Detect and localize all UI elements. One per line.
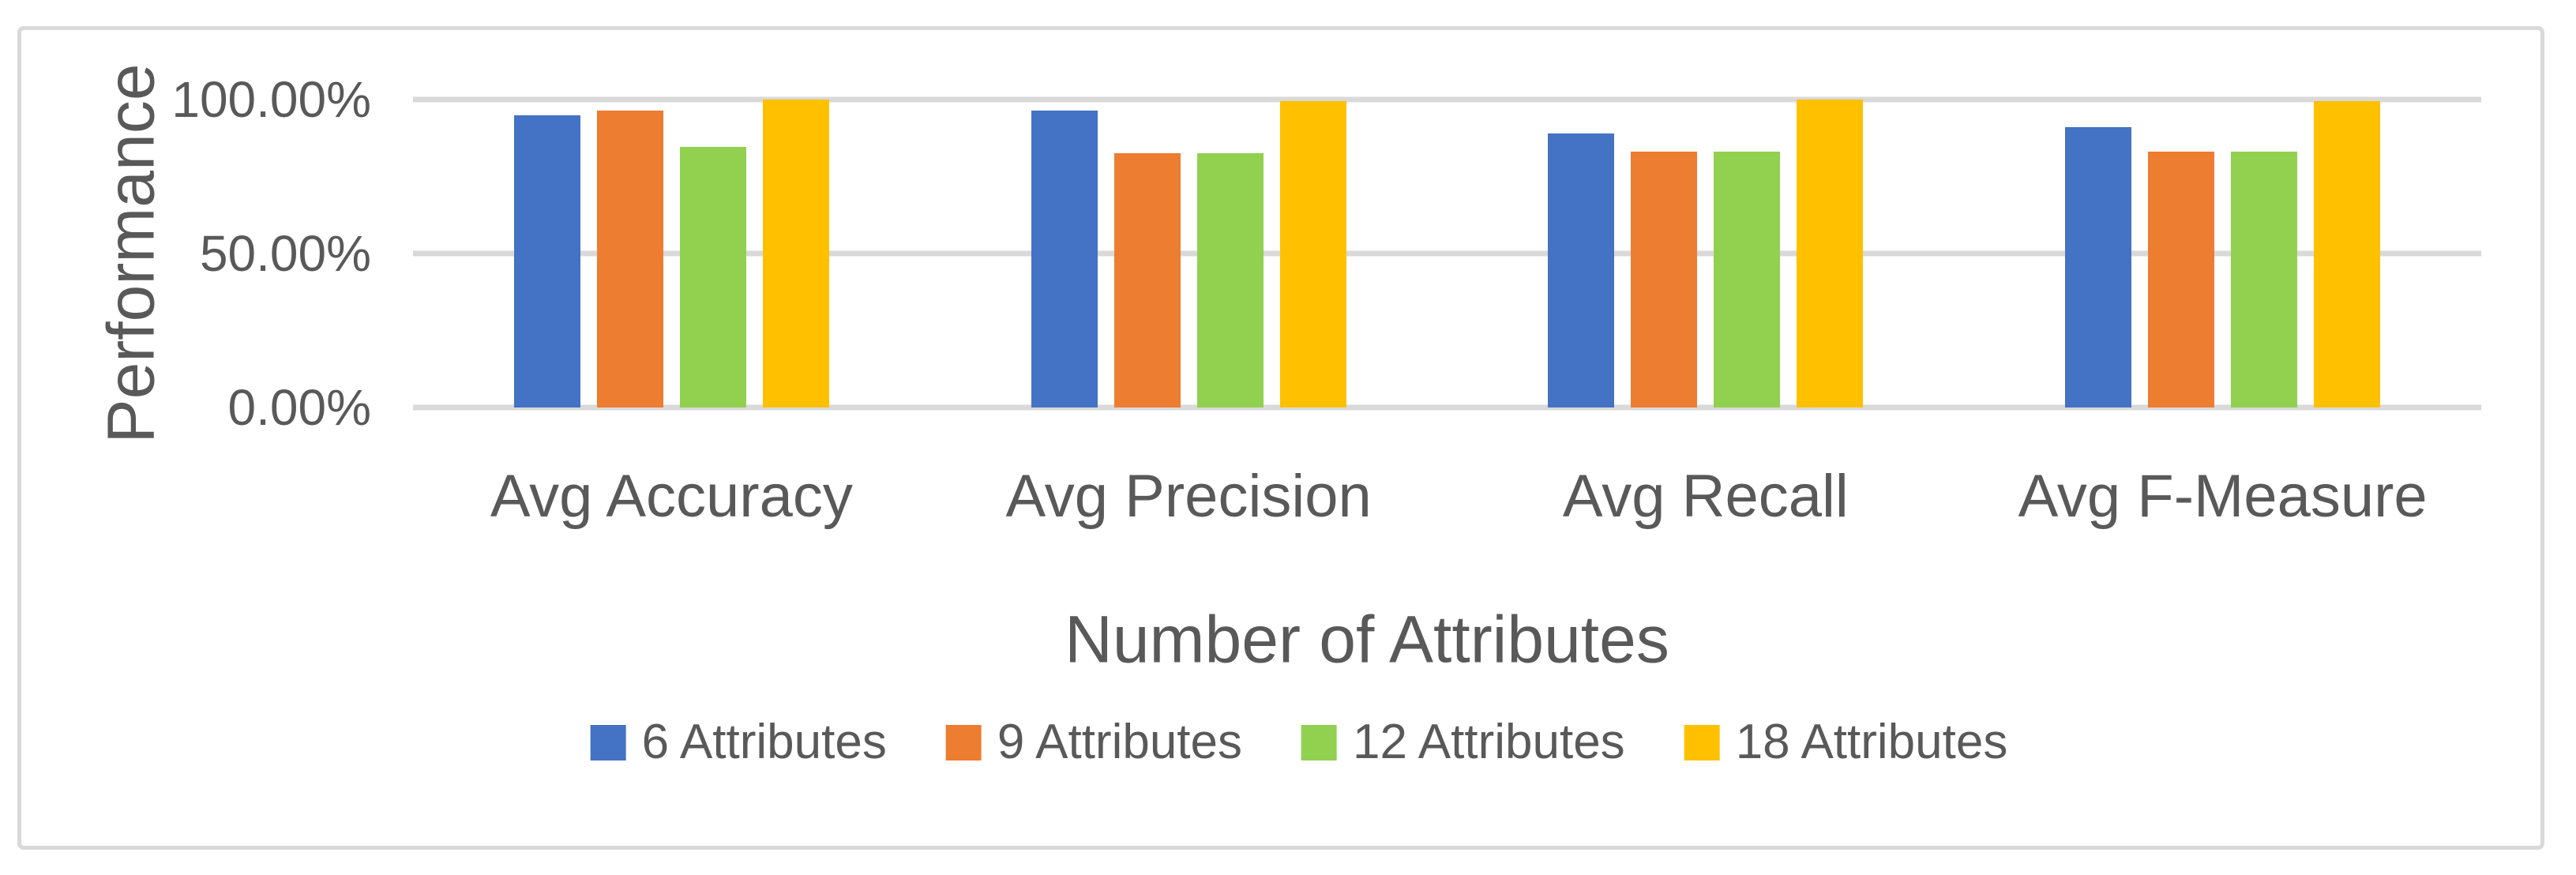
category-label: Avg Accuracy: [490, 463, 853, 530]
category-label: Avg F-Measure: [2018, 463, 2428, 530]
bar-6-attributes: [1548, 133, 1615, 407]
legend-swatch-icon: [945, 724, 982, 760]
bar-groups: [413, 100, 2481, 407]
bar-12-attributes: [1196, 153, 1264, 407]
legend-item-18-attributes: 18 Attributes: [1684, 715, 2008, 769]
legend-item-12-attributes: 12 Attributes: [1301, 718, 1625, 767]
chart-legend: 6 Attributes 9 Attributes 12 Attributes 18 …: [590, 715, 2008, 769]
bar-6-attributes: [2065, 127, 2132, 407]
bar-group-avg-f-measure: [1964, 100, 2481, 407]
bar-9-attributes: [1631, 152, 1698, 407]
legend-swatch-icon: [590, 724, 626, 760]
y-tick-label: 0.00%: [227, 379, 371, 436]
bar-9-attributes: [1113, 153, 1181, 407]
bar-18-attributes: [2314, 100, 2381, 407]
legend-label: 12 Attributes: [1353, 715, 1625, 769]
legend-swatch-icon: [1684, 724, 1720, 760]
bar-18-attributes: [762, 100, 829, 407]
bar-group-avg-accuracy: [413, 100, 930, 407]
bar-12-attributes: [2231, 152, 2298, 407]
y-tick-label: 100.00%: [171, 71, 371, 128]
y-tick-label: 50.00%: [199, 225, 371, 282]
gridline: [413, 250, 2481, 257]
legend-item-6-attributes: 6 Attributes: [590, 715, 887, 769]
legend-swatch-icon: [1301, 724, 1338, 760]
bar-9-attributes: [2148, 152, 2215, 407]
legend-label: 18 Attributes: [1735, 715, 2008, 769]
category-label: Avg Recall: [1562, 463, 1849, 530]
x-axis-category-labels: Avg Accuracy Avg Precision Avg Recall Avg F…: [413, 462, 2481, 531]
bar-12-attributes: [679, 147, 746, 407]
bar-18-attributes: [1279, 100, 1346, 407]
bar-group-avg-precision: [930, 100, 1448, 407]
legend-label: 9 Attributes: [997, 715, 1243, 769]
gridline: [413, 96, 2481, 103]
legend-label: 6 Attributes: [641, 715, 887, 769]
gridline: [413, 404, 2481, 411]
category-label: Avg Precision: [1005, 463, 1372, 530]
legend-item-9-attributes: 9 Attributes: [945, 715, 1243, 769]
bar-9-attributes: [596, 110, 663, 407]
bar-18-attributes: [1797, 100, 1864, 407]
bar-6-attributes: [1031, 110, 1098, 407]
bar-12-attributes: [1714, 152, 1781, 407]
plot-area: [413, 96, 2481, 411]
x-axis-title: Number of Attributes: [1065, 602, 1669, 677]
bar-6-attributes: [513, 115, 580, 407]
bar-group-avg-recall: [1448, 100, 1965, 407]
